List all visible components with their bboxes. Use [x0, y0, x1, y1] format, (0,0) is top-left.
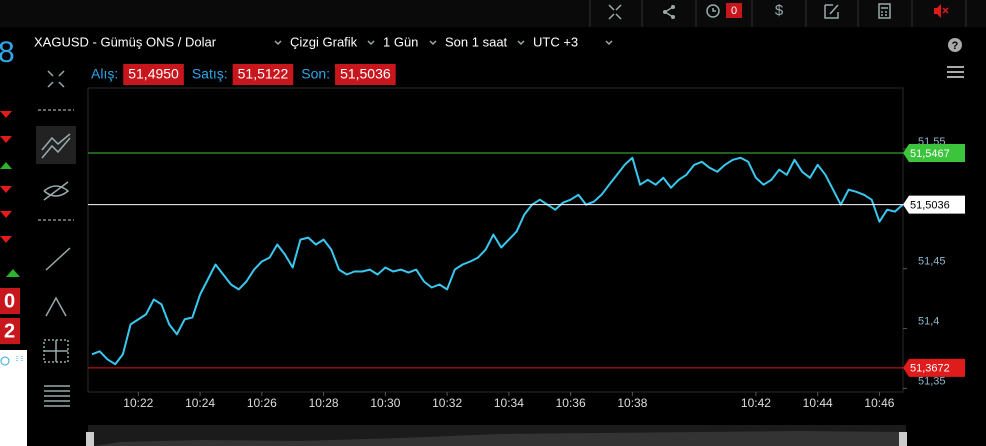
- level-label: 51,3672: [910, 363, 950, 375]
- quote-label: Son:: [301, 66, 330, 82]
- range[interactable]: Son 1 saat: [445, 34, 508, 49]
- line-tool[interactable]: [36, 126, 76, 164]
- strip-box-text: 2: [4, 320, 15, 342]
- navigator-area: [95, 431, 900, 446]
- sound-icon[interactable]: [934, 4, 941, 18]
- strip-box-text: 0: [4, 290, 15, 312]
- x-tick-label: 10:36: [556, 396, 586, 410]
- toolbar: [0, 0, 986, 27]
- menu-icon[interactable]: [947, 66, 964, 78]
- dropdown-arrow[interactable]: [517, 40, 525, 46]
- x-tick-label: 10:42: [741, 396, 771, 410]
- strip-box: [0, 318, 20, 344]
- badge-text: 0: [731, 5, 737, 17]
- y-tick-label: 51,45: [918, 256, 946, 268]
- fib-tool[interactable]: [44, 385, 70, 407]
- quote-box: [335, 64, 396, 85]
- period[interactable]: 1 Gün: [383, 34, 418, 49]
- timezone[interactable]: UTC +3: [533, 34, 578, 49]
- level-tag: [903, 143, 965, 162]
- toolbar-icons: 0 $: [589, 0, 967, 27]
- x-tick-label: 10:38: [617, 396, 647, 410]
- tools: [36, 70, 76, 407]
- y-tick-label: 51,35: [918, 375, 946, 387]
- quote-box: [232, 64, 294, 85]
- mute-icon: [942, 7, 949, 14]
- navigator-handle[interactable]: [899, 432, 907, 446]
- quotes: Alış: 51,4950 Satış: 51,5122 Son: 51,5036: [91, 64, 396, 85]
- hide-tool[interactable]: [43, 181, 70, 201]
- badge: [726, 3, 742, 18]
- level-tag: [903, 195, 965, 214]
- strip-arrows: [0, 111, 20, 277]
- level-label: 51,5467: [910, 148, 950, 160]
- currency-icon[interactable]: $: [775, 2, 784, 19]
- x-tick-label: 10:34: [494, 396, 524, 410]
- dropdown-arrow[interactable]: [605, 40, 613, 46]
- strip-box: [0, 288, 20, 314]
- share-icon[interactable]: [663, 5, 675, 19]
- chart-type[interactable]: Çizgi Grafik: [290, 34, 358, 49]
- trend-tool[interactable]: [45, 247, 71, 271]
- calc-icon[interactable]: [878, 3, 891, 19]
- quote-value: 51,5036: [340, 66, 391, 82]
- price-line: [91, 156, 904, 366]
- quote-label: Alış:: [91, 66, 118, 82]
- y-tick-label: 51,4: [918, 315, 939, 327]
- plot-frame: [87, 87, 904, 393]
- dropdown-arrow[interactable]: [367, 40, 375, 46]
- strip-dots: [16, 356, 23, 361]
- expand-tool[interactable]: [47, 70, 65, 88]
- x-tick-label: 10:44: [803, 396, 833, 410]
- x-tick-label: 10:24: [185, 396, 215, 410]
- quote-box: [123, 64, 184, 85]
- x-tick-label: 10:30: [370, 396, 400, 410]
- fullscreen-icon[interactable]: [608, 4, 622, 20]
- dropdown-arrow[interactable]: [274, 40, 282, 46]
- x-tick-label: 10:28: [309, 396, 339, 410]
- navigator-handle[interactable]: [86, 432, 94, 446]
- strip-panel: [0, 350, 27, 446]
- alarm-icon[interactable]: [706, 4, 720, 18]
- strip-digit: 8: [0, 36, 15, 69]
- x-tick-label: 10:32: [432, 396, 462, 410]
- edit-icon[interactable]: [824, 4, 839, 19]
- level-tag: [903, 358, 965, 377]
- help-icon[interactable]: [948, 38, 962, 52]
- quote-value: 51,4950: [128, 66, 179, 82]
- help-text: ?: [952, 40, 959, 52]
- level-label: 51,5036: [910, 199, 950, 211]
- pattern-tool[interactable]: [45, 296, 67, 317]
- quote-value: 51,5122: [238, 66, 289, 82]
- x-tick-label: 10:46: [864, 396, 894, 410]
- header: XAGUSD - Gümüş ONS / Dolar Çizgi Grafik …: [34, 34, 964, 78]
- x-tick-label: 10:22: [123, 396, 153, 410]
- symbol: XAGUSD - Gümüş ONS / Dolar: [34, 34, 217, 49]
- x-tick-label: 10:26: [247, 396, 277, 410]
- quote-label: Satış:: [192, 66, 228, 82]
- dropdown-arrow[interactable]: [429, 40, 437, 46]
- info-icon[interactable]: [0, 356, 10, 366]
